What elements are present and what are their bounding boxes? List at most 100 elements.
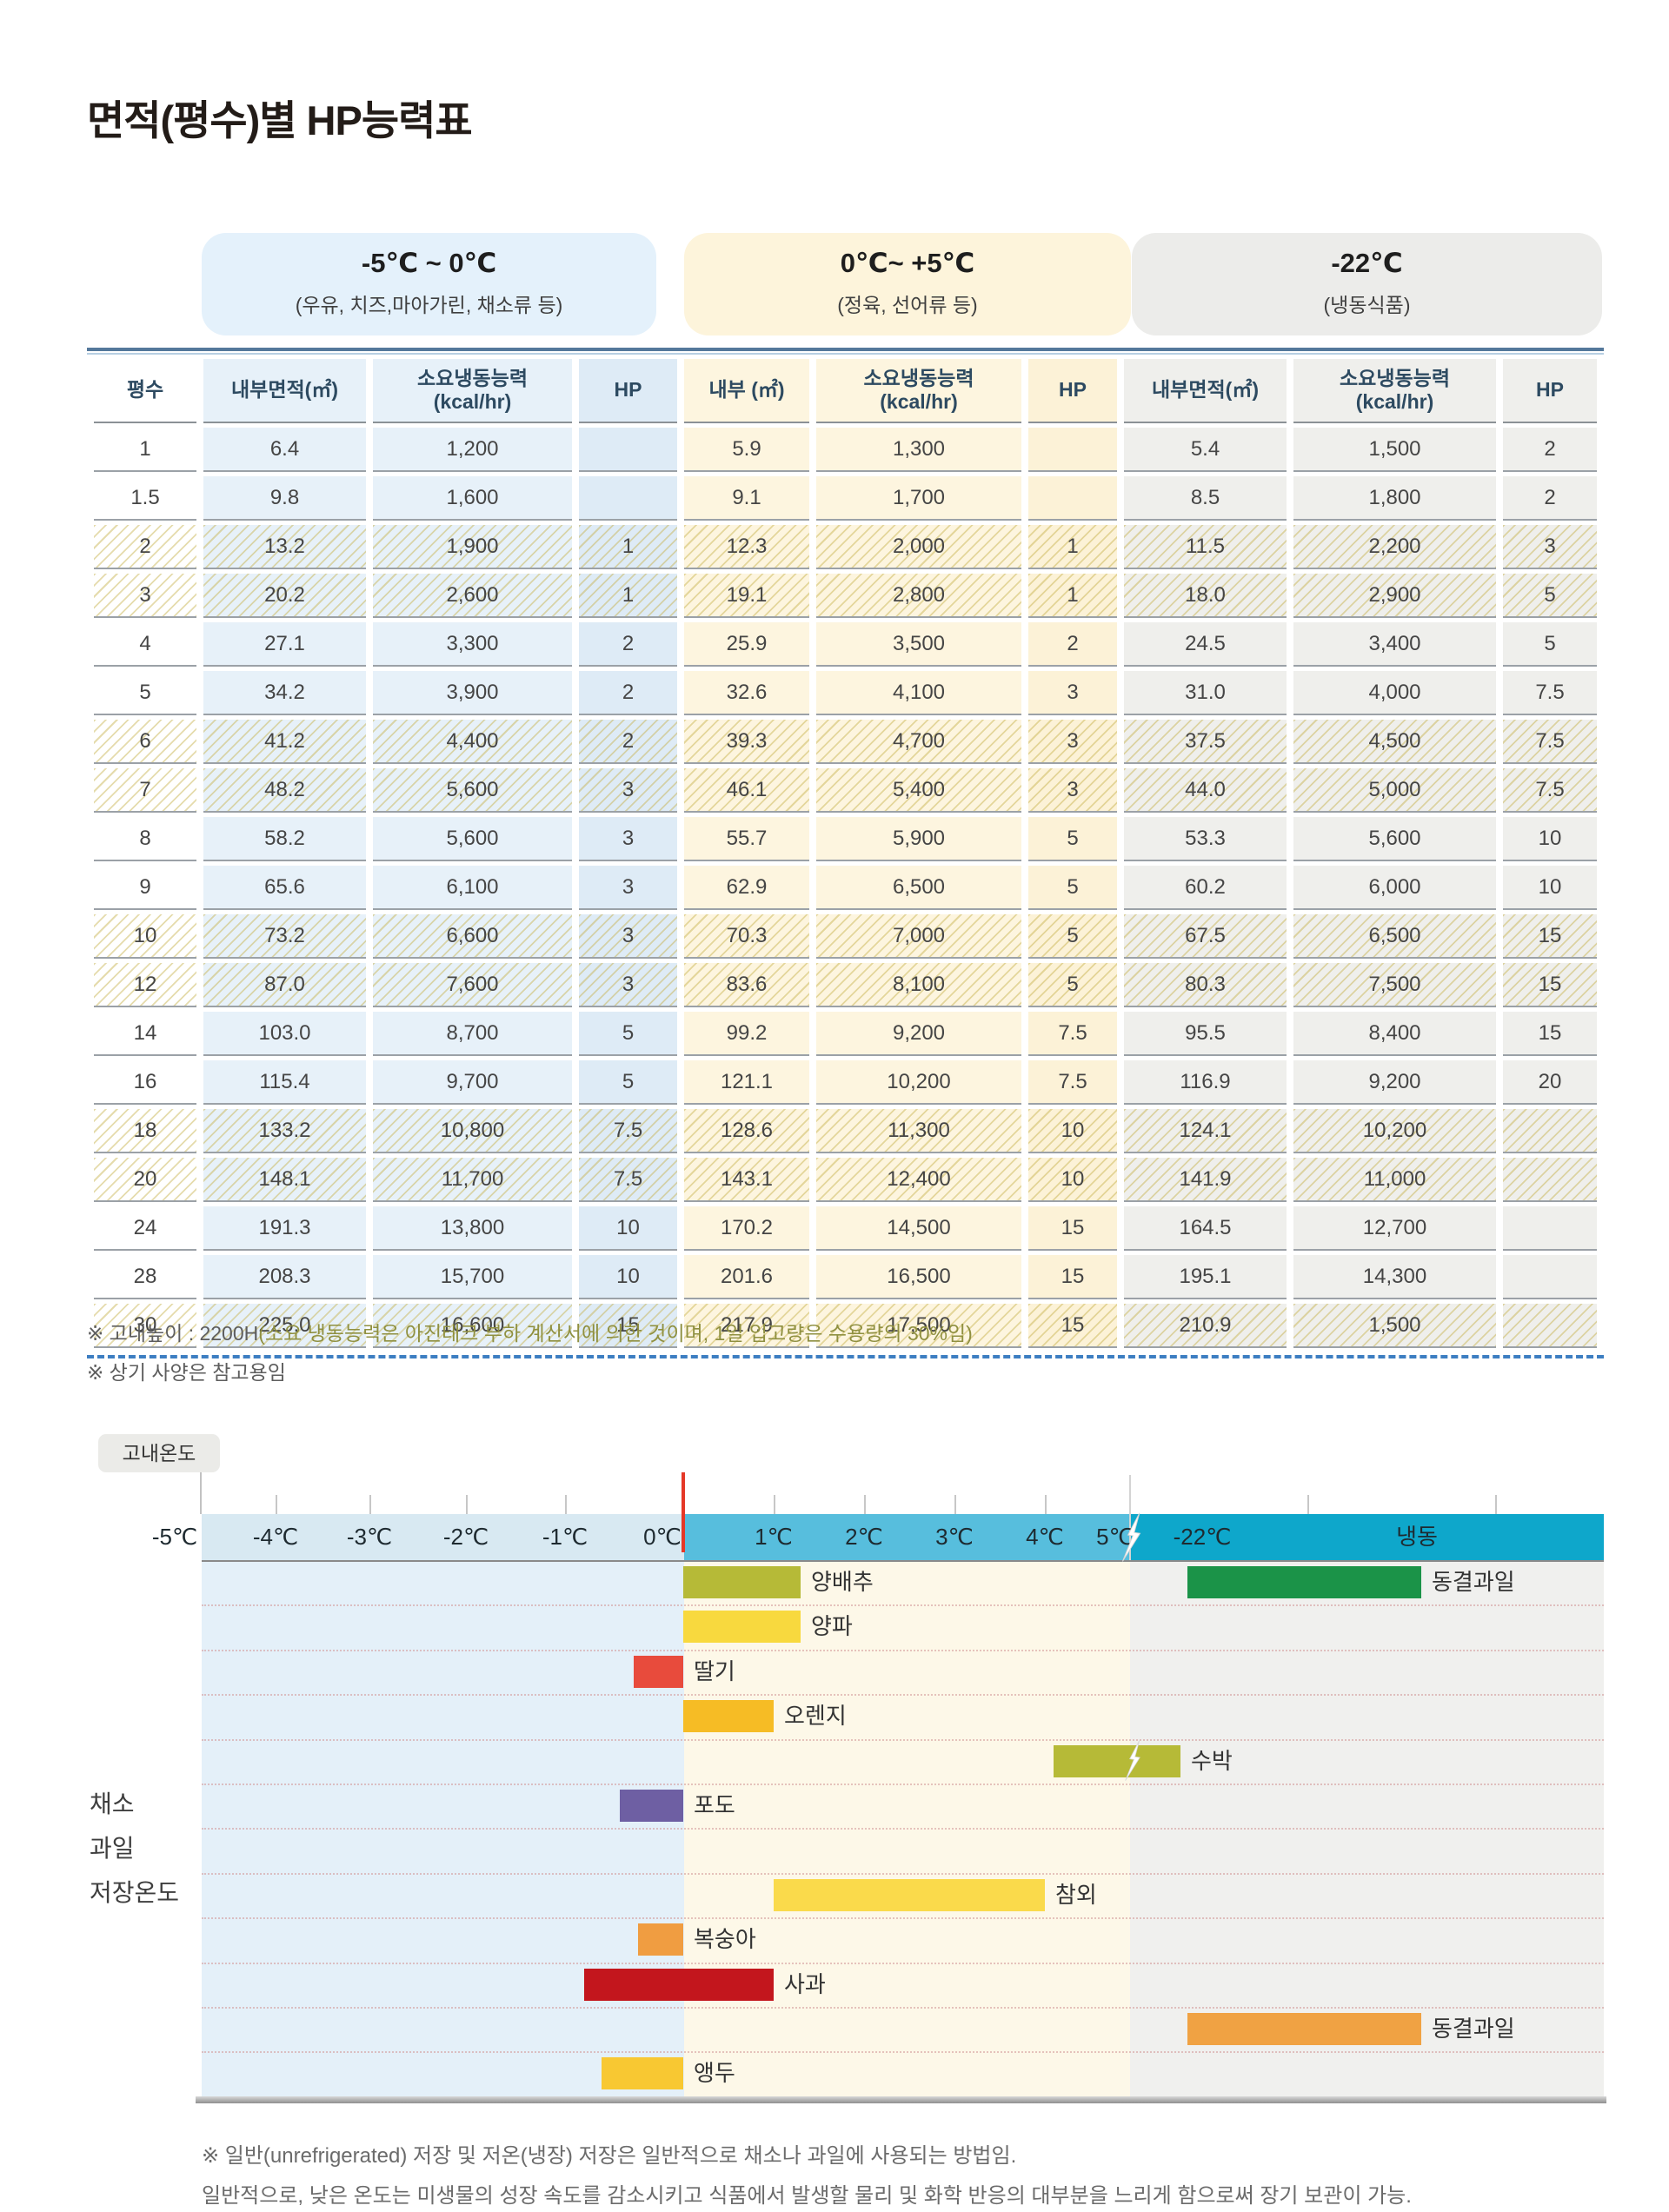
chart-bar-사과 [584, 1969, 774, 2001]
row-separator [202, 1784, 1604, 1785]
axis-tick-label: -5℃ [151, 1524, 198, 1550]
table-cell: 8.5 [1124, 476, 1287, 521]
table-cell: 31.0 [1124, 671, 1287, 715]
lightning-icon [1125, 1740, 1140, 1781]
table-header-cell: 내부면적(㎡) [1124, 359, 1287, 423]
table-cell: 16,500 [816, 1255, 1021, 1299]
row-separator [202, 1739, 1604, 1741]
chart-left-title-line: 채소 [90, 1790, 135, 1817]
table-cell: 55.7 [684, 817, 809, 861]
bar-label: 양배추 [811, 1569, 874, 1595]
axis-tick [864, 1495, 866, 1514]
table-cell: 201.6 [684, 1255, 809, 1299]
chart-note-2: 일반적으로, 낮은 온도는 미생물의 성장 속도를 감소시키고 식품에서 발생할… [202, 2184, 1412, 2208]
bar-label: 복숭아 [694, 1926, 756, 1952]
table-cell: 12 [94, 963, 196, 1007]
table-row: 4 27.1 3,300 2 25.9 3,500 2 24.5 3,400 5 [94, 622, 1597, 667]
table-cell: 2,000 [816, 525, 1021, 569]
axis-segment-cool [684, 1514, 1130, 1560]
table-cell: 8,400 [1293, 1012, 1496, 1056]
table-cell: 73.2 [203, 914, 366, 959]
table-cell: 3,900 [373, 671, 572, 715]
table-cell: 1,700 [816, 476, 1021, 521]
table-cell: 19.1 [684, 574, 809, 618]
table-cell: 14,300 [1293, 1255, 1496, 1299]
table-note-2: ※ 상기 사양은 참고용임 [87, 1361, 286, 1384]
table-cell: 18.0 [1124, 574, 1287, 618]
table-cell: 3,400 [1293, 622, 1496, 667]
bar-label: 포도 [694, 1792, 735, 1818]
chart-bar-앵두 [602, 2057, 683, 2089]
table-cell: 18 [94, 1109, 196, 1153]
table-cell: 10,200 [1293, 1109, 1496, 1153]
table-cell: 1,900 [373, 525, 572, 569]
table-cell [1028, 428, 1117, 472]
chart-left-title: 채소 과일 저장온도 [90, 1782, 179, 1915]
axis-tick-label: 0℃ [643, 1524, 682, 1550]
table-cell: 60.2 [1124, 866, 1287, 910]
table-cell: 13,800 [373, 1206, 572, 1251]
table-cell: 10 [1503, 817, 1597, 861]
table-cell: 217.9 [684, 1304, 809, 1348]
chart-bar-복숭아 [638, 1923, 683, 1956]
axis-tick-label: 3℃ [935, 1524, 974, 1550]
table-row: 8 58.2 5,600 3 55.7 5,900 5 53.3 5,600 10 [94, 817, 1597, 861]
table-cell: 7,600 [373, 963, 572, 1007]
table-cell: 11,300 [816, 1109, 1021, 1153]
table-cell: 2 [579, 622, 677, 667]
table-cell: 10,200 [816, 1060, 1021, 1105]
table-cell: 7,000 [816, 914, 1021, 959]
row-separator [202, 1650, 1604, 1651]
table-cell: 9,700 [373, 1060, 572, 1105]
axis-tick-label: -4℃ [252, 1524, 299, 1550]
table-cell: 3 [1503, 525, 1597, 569]
axis-tick-label: 2℃ [845, 1524, 883, 1550]
table-cell: 1,800 [1293, 476, 1496, 521]
table-row: 6 41.2 4,400 2 39.3 4,700 3 37.5 4,500 7.5 [94, 720, 1597, 764]
table-cell: 8,700 [373, 1012, 572, 1056]
chart-bar-동결과일 [1187, 1566, 1421, 1598]
table-cell: 70.3 [684, 914, 809, 959]
table-cell: 164.5 [1124, 1206, 1287, 1251]
table-row: 24 191.3 13,800 10 170.2 14,500 15 164.5 12,700 [94, 1206, 1597, 1251]
table-cell: 15 [1028, 1304, 1117, 1348]
table-header-cell: 평수 [94, 359, 196, 423]
table-cell: 39.3 [684, 720, 809, 764]
zero-degree-line [682, 1472, 685, 1552]
table-cell: 141.9 [1124, 1158, 1287, 1202]
table-cell: 6 [94, 720, 196, 764]
table-cell: 20 [94, 1158, 196, 1202]
table-cell: 191.3 [203, 1206, 366, 1251]
chart-bar-딸기 [634, 1656, 683, 1688]
table-cell: 15,700 [373, 1255, 572, 1299]
table-cell: 121.1 [684, 1060, 809, 1105]
table-header-cell: 소요냉동능력 (kcal/hr) [373, 359, 572, 423]
table-cell: 8 [94, 817, 196, 861]
table-cell: 133.2 [203, 1109, 366, 1153]
table-cell: 143.1 [684, 1158, 809, 1202]
tab-connector-line [200, 1472, 202, 1514]
table-header-cell: HP [1503, 359, 1597, 423]
chart-axis-tab: 고내온도 [98, 1434, 220, 1472]
table-cell: 80.3 [1124, 963, 1287, 1007]
table-cell: 1 [1028, 525, 1117, 569]
axis-tick-label: -1℃ [542, 1524, 588, 1550]
table-cell: 7,500 [1293, 963, 1496, 1007]
table-cell [579, 476, 677, 521]
table-cell: 6,500 [816, 866, 1021, 910]
temp-pill-subtitle: (정육, 선어류 등) [837, 294, 978, 316]
table-cell: 2,800 [816, 574, 1021, 618]
table-cell: 208.3 [203, 1255, 366, 1299]
axis-tick [276, 1495, 277, 1514]
chart-bar-양배추 [683, 1566, 801, 1598]
bar-label: 동결과일 [1432, 2016, 1515, 2042]
chart-bar-양파 [683, 1611, 801, 1643]
table-cell [579, 428, 677, 472]
table-cell: 1 [1028, 574, 1117, 618]
table-cell: 10 [94, 914, 196, 959]
table-cell: 15 [1028, 1255, 1117, 1299]
table-cell: 210.9 [1124, 1304, 1287, 1348]
temp-pill-cool: 0℃~ +5℃ (정육, 선어류 등) [684, 233, 1131, 335]
table-cell: 27.1 [203, 622, 366, 667]
